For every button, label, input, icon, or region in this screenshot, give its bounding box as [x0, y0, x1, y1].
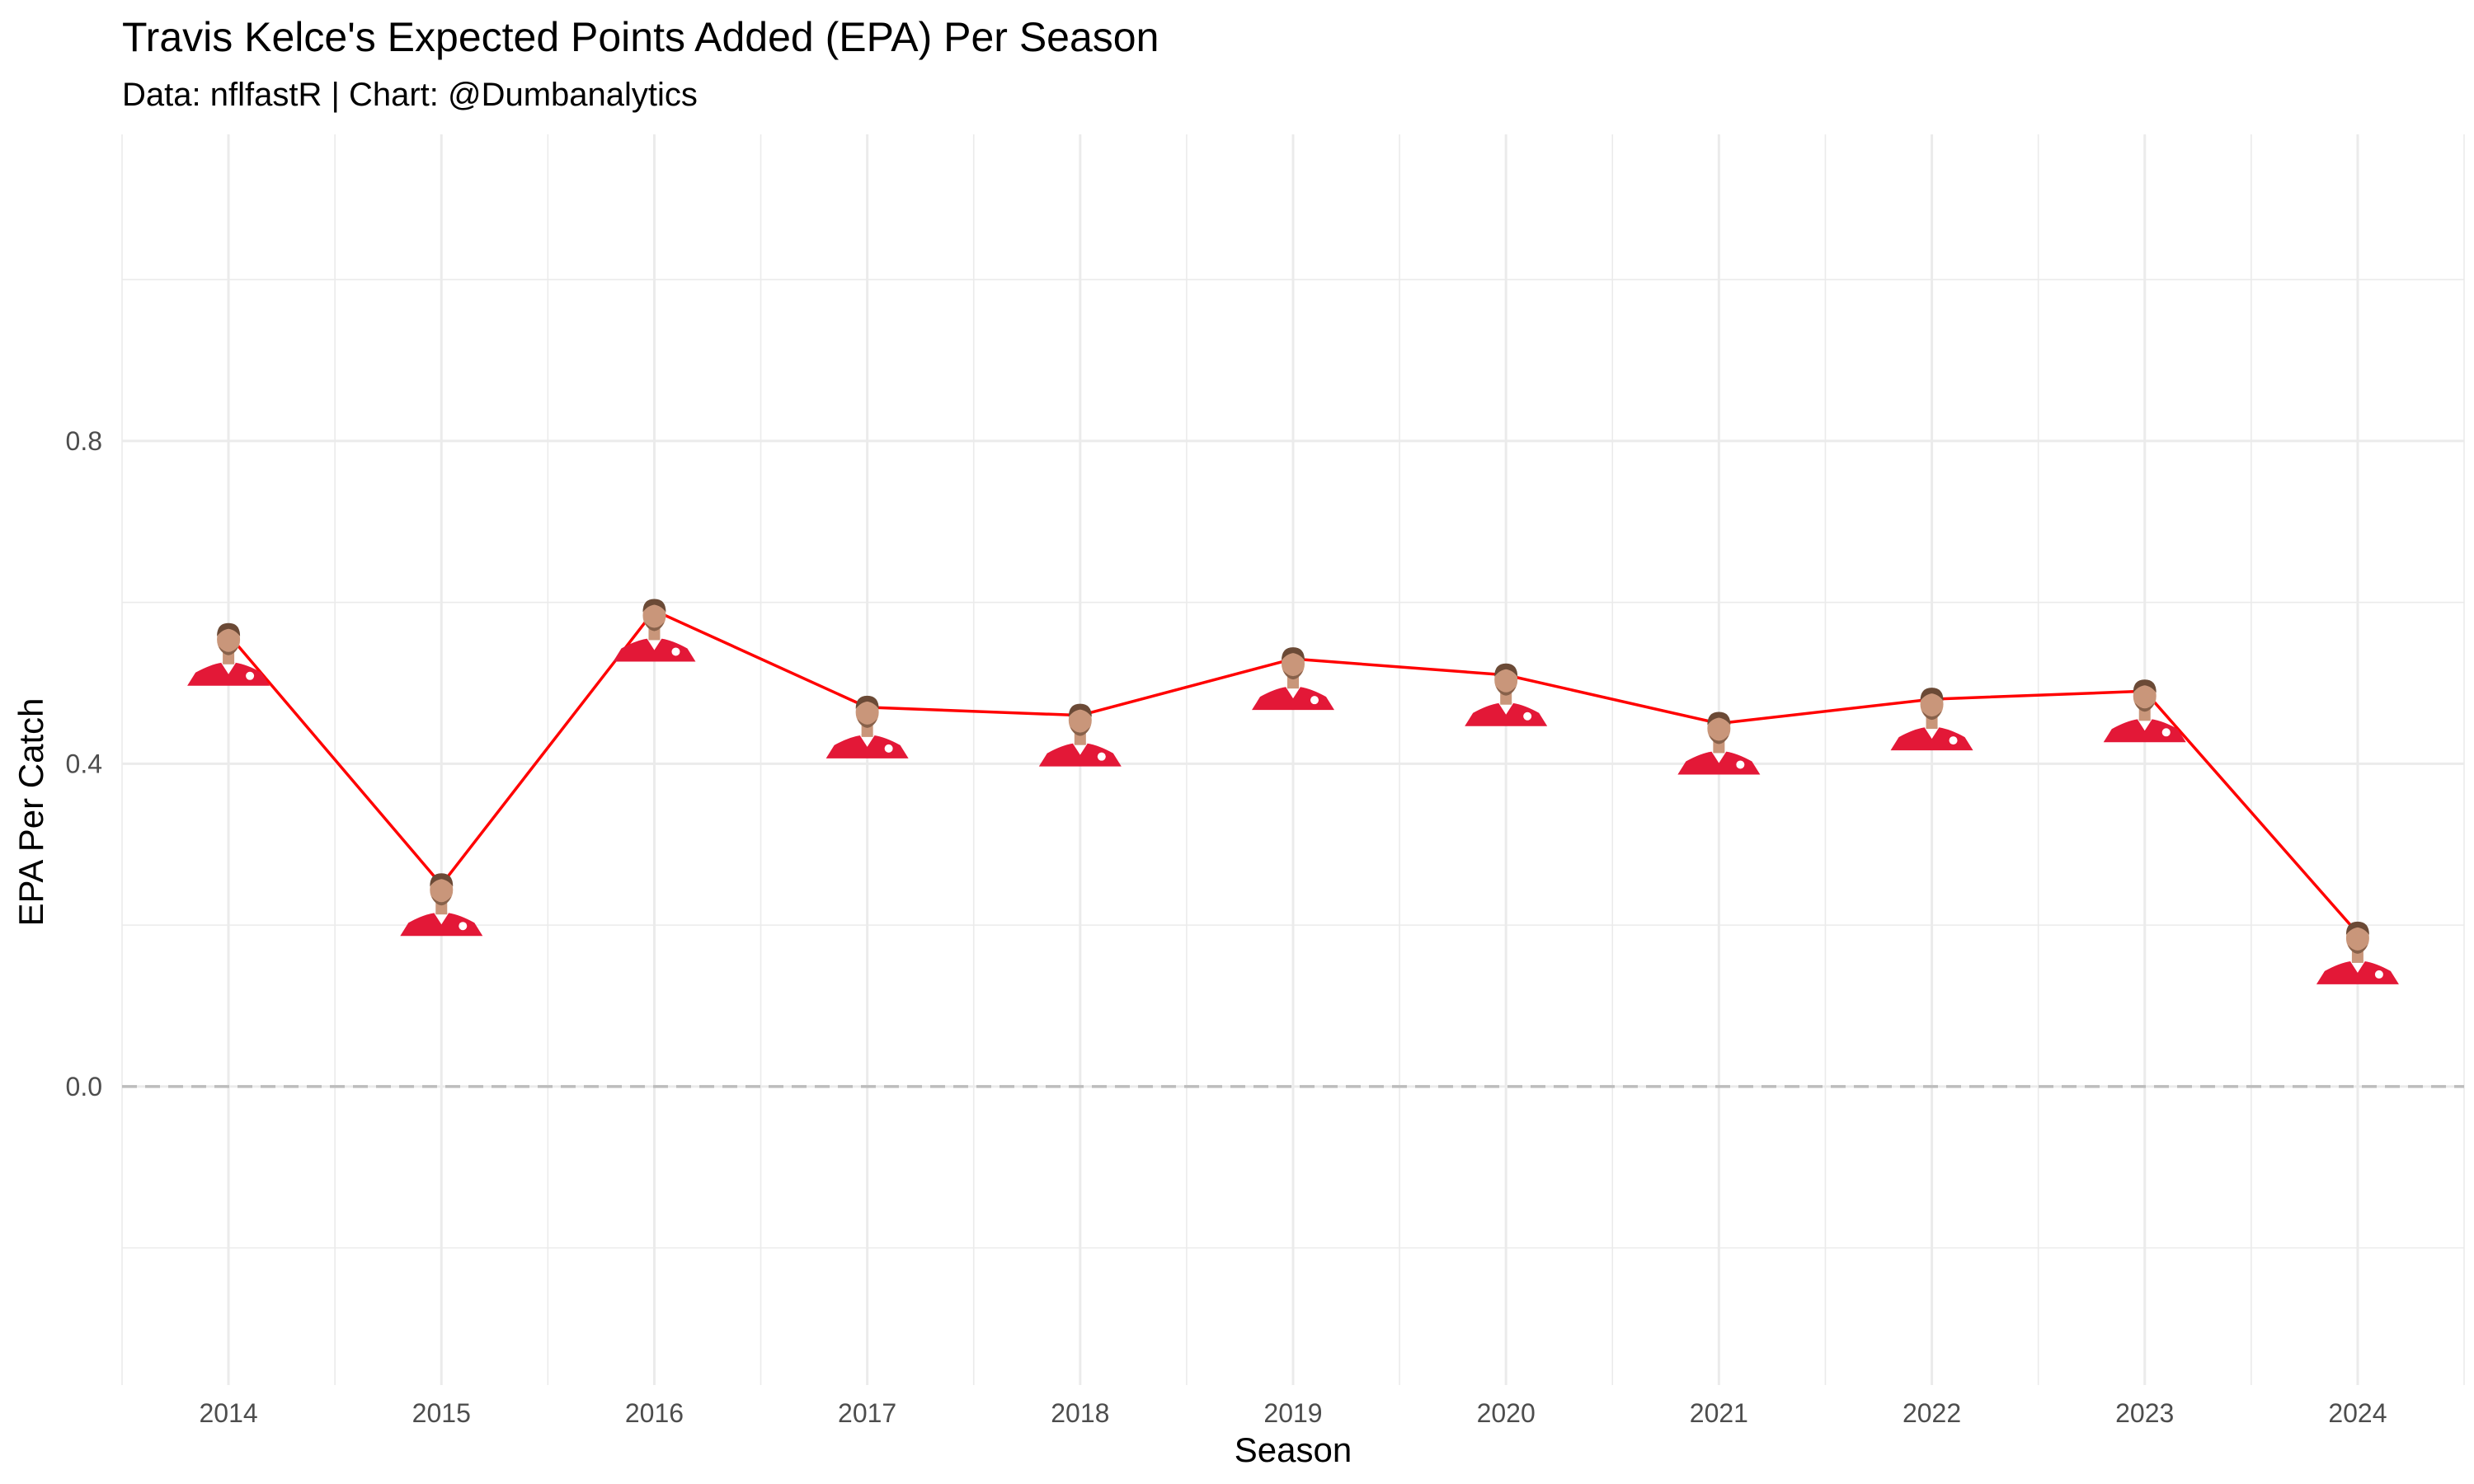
jersey-logo: [1097, 752, 1106, 761]
face-shape: [1282, 649, 1305, 679]
hair-shape: [855, 695, 879, 709]
beard-shape: [857, 718, 877, 728]
player-headshot-icon: [1465, 663, 1548, 726]
x-tick-label: 2018: [1051, 1398, 1109, 1428]
player-headshot-icon: [1890, 688, 1973, 751]
x-tick-label: 2016: [625, 1398, 684, 1428]
face-shape: [2345, 923, 2369, 953]
y-tick-label: 0.4: [66, 749, 102, 778]
player-headshot-icon: [400, 873, 483, 937]
x-axis-ticks: 2014 2015 2016 2017 2018 2019 2020 2021 2022 2023…: [199, 1398, 2387, 1428]
hair-shape: [642, 599, 666, 613]
face-shape: [642, 600, 666, 631]
player-headshot-icon: [2316, 921, 2399, 984]
beard-shape: [1496, 686, 1517, 696]
player-headshot-icon: [613, 599, 696, 662]
jersey-logo: [1736, 760, 1745, 769]
face-shape: [430, 875, 454, 905]
hair-shape: [217, 622, 241, 636]
face-shape: [855, 697, 879, 727]
x-tick-label: 2023: [2115, 1398, 2174, 1428]
face-shape: [1707, 713, 1731, 744]
jersey-collar: [1498, 702, 1514, 715]
player-headshot-icon: [1038, 703, 1122, 767]
jersey-collar: [1711, 751, 1727, 763]
x-axis-title: Season: [1235, 1430, 1352, 1469]
hair-shape: [1494, 663, 1518, 677]
face-shape: [2133, 681, 2157, 711]
x-tick-label: 2022: [1903, 1398, 1961, 1428]
beard-shape: [644, 622, 665, 632]
gridlines: [121, 134, 2465, 1385]
jersey-collar: [647, 638, 662, 650]
x-tick-label: 2021: [1690, 1398, 1748, 1428]
face-shape: [1920, 689, 1944, 720]
hair-shape: [2133, 679, 2157, 693]
jersey-logo: [459, 922, 468, 931]
player-headshot-icon: [1677, 711, 1761, 775]
jersey-collar: [859, 735, 875, 747]
beard-shape: [1709, 735, 1729, 744]
chart-title: Travis Kelce's Expected Points Added (EP…: [122, 14, 1159, 60]
y-tick-label: 0.0: [66, 1072, 102, 1101]
jersey-logo: [2374, 970, 2383, 979]
player-headshot-icon: [187, 622, 270, 686]
beard-shape: [1070, 726, 1090, 736]
beard-shape: [2134, 702, 2155, 712]
hair-shape: [430, 873, 454, 887]
hair-shape: [1068, 703, 1092, 717]
jersey-logo: [1310, 696, 1319, 705]
beard-shape: [1283, 670, 1303, 680]
beard-shape: [1921, 711, 1942, 721]
beard-shape: [219, 646, 239, 655]
x-tick-label: 2019: [1263, 1398, 1322, 1428]
jersey-logo: [2161, 728, 2171, 737]
player-headshot-icon: [1252, 647, 1334, 711]
hair-shape: [1282, 647, 1305, 661]
hair-shape: [2345, 921, 2369, 935]
face-shape: [1068, 705, 1092, 735]
hair-shape: [1707, 711, 1731, 726]
data-points: [187, 599, 2399, 984]
face-shape: [1494, 665, 1518, 695]
jersey-collar: [2137, 719, 2152, 731]
y-axis-title: EPA Per Catch: [12, 697, 50, 926]
jersey-collar: [1286, 687, 1300, 699]
jersey-logo: [884, 744, 893, 753]
jersey-logo: [671, 647, 680, 656]
player-headshot-icon: [825, 695, 909, 758]
jersey-logo: [1949, 736, 1958, 745]
jersey-logo: [1523, 711, 1532, 721]
y-axis-ticks: 0.0 0.4 0.8: [66, 426, 102, 1101]
chart-subtitle: Data: nflfastR | Chart: @Dumbanalytics: [122, 77, 698, 113]
player-headshot-icon: [2103, 679, 2186, 743]
jersey-logo: [246, 671, 255, 680]
x-tick-label: 2015: [412, 1398, 471, 1428]
jersey-collar: [2349, 960, 2365, 973]
x-tick-label: 2024: [2328, 1398, 2387, 1428]
jersey-collar: [1924, 727, 1940, 740]
x-tick-label: 2020: [1477, 1398, 1536, 1428]
jersey-collar: [221, 662, 237, 674]
face-shape: [217, 624, 241, 655]
beard-shape: [431, 896, 452, 906]
y-tick-label: 0.8: [66, 426, 102, 456]
hair-shape: [1920, 688, 1944, 702]
x-tick-label: 2014: [199, 1398, 257, 1428]
jersey-collar: [434, 913, 449, 925]
x-tick-label: 2017: [838, 1398, 896, 1428]
beard-shape: [2347, 944, 2368, 954]
jersey-collar: [1072, 743, 1088, 755]
